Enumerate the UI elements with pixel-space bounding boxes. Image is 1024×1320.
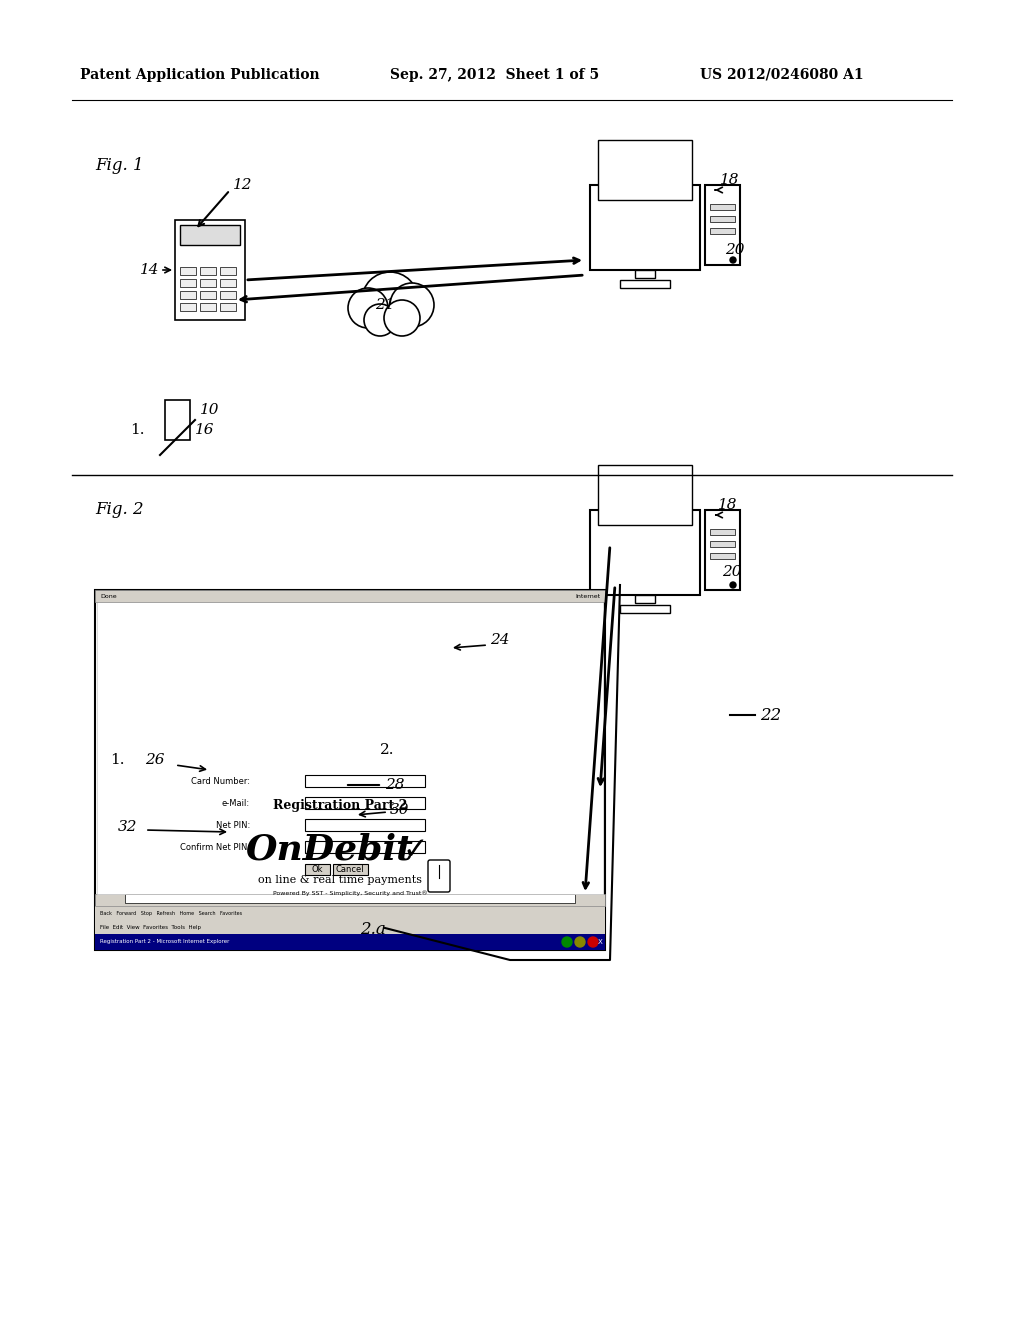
Bar [200, 279, 216, 286]
Text: Card Number:: Card Number: [191, 776, 250, 785]
Bar [635, 595, 655, 603]
Bar [95, 920, 605, 935]
Text: Back   Forward   Stop   Refresh   Home   Search   Favorites: Back Forward Stop Refresh Home Search Fa… [100, 911, 242, 916]
Text: File  Edit  View  Favorites  Tools  Help: File Edit View Favorites Tools Help [100, 924, 201, 929]
Text: Fig. 1: Fig. 1 [95, 157, 143, 173]
Text: 14: 14 [140, 263, 160, 277]
Circle shape [588, 937, 598, 946]
Text: 16: 16 [195, 422, 214, 437]
Text: 18: 18 [720, 173, 739, 187]
Text: 22: 22 [760, 706, 781, 723]
Text: Cancel: Cancel [336, 865, 365, 874]
Text: Internet: Internet [575, 594, 600, 598]
Text: 32: 32 [118, 820, 137, 834]
Text: Confirm Net PIN:: Confirm Net PIN: [180, 842, 250, 851]
Bar [165, 400, 190, 440]
Bar [95, 906, 605, 920]
Bar [620, 280, 670, 288]
Bar [220, 267, 236, 275]
Bar [305, 818, 425, 832]
Bar [95, 894, 605, 906]
Bar [305, 797, 425, 809]
Text: Done: Done [100, 594, 117, 598]
Bar [710, 541, 735, 546]
Bar [590, 185, 700, 271]
Circle shape [730, 257, 736, 263]
Text: Ok: Ok [311, 865, 323, 874]
Text: 20: 20 [725, 243, 744, 257]
Bar [220, 290, 236, 300]
Text: 10: 10 [200, 403, 219, 417]
Text: Registration Part 2 - Microsoft Internet Explorer: Registration Part 2 - Microsoft Internet… [100, 940, 229, 945]
Bar [180, 224, 240, 246]
Bar [180, 267, 196, 275]
Bar [200, 267, 216, 275]
Bar [710, 553, 735, 558]
Circle shape [390, 282, 434, 327]
Text: 30: 30 [390, 803, 410, 817]
Text: e-Mail:: e-Mail: [222, 799, 250, 808]
Text: 26: 26 [145, 752, 165, 767]
Text: Patent Application Publication: Patent Application Publication [80, 69, 319, 82]
Circle shape [364, 304, 396, 337]
Bar [95, 590, 605, 602]
Text: on line & real time payments: on line & real time payments [258, 875, 422, 884]
Bar [180, 304, 196, 312]
Text: OnDebit: OnDebit [246, 833, 414, 867]
Bar [97, 594, 603, 894]
Text: 21: 21 [375, 298, 394, 312]
Bar [125, 894, 575, 903]
Bar [200, 304, 216, 312]
Bar [305, 865, 330, 875]
Circle shape [562, 937, 572, 946]
Bar [180, 290, 196, 300]
Circle shape [730, 582, 736, 587]
Text: ✓: ✓ [402, 836, 428, 865]
Text: Net PIN:: Net PIN: [216, 821, 250, 829]
Circle shape [362, 272, 418, 327]
Text: Fig. 2: Fig. 2 [95, 502, 143, 519]
Text: Registration Part 2: Registration Part 2 [272, 799, 408, 812]
Bar [710, 216, 735, 222]
Text: 18: 18 [718, 498, 737, 512]
Bar [710, 205, 735, 210]
Bar [200, 290, 216, 300]
Bar [710, 228, 735, 234]
Bar [705, 510, 740, 590]
Bar [333, 865, 368, 875]
Bar [220, 279, 236, 286]
Text: 1.: 1. [130, 422, 144, 437]
Circle shape [575, 937, 585, 946]
Text: 24: 24 [490, 634, 510, 647]
Circle shape [384, 300, 420, 337]
Bar [620, 605, 670, 612]
Bar [590, 510, 700, 595]
Text: 28: 28 [385, 777, 404, 792]
Bar [635, 271, 655, 279]
Bar [95, 935, 605, 950]
Bar [705, 185, 740, 265]
Text: Powered By SST - Simplicity, Security and Trust®: Powered By SST - Simplicity, Security an… [272, 890, 427, 896]
Text: X: X [598, 939, 602, 945]
Bar [305, 841, 425, 853]
Bar [220, 304, 236, 312]
Bar [598, 465, 692, 525]
Bar [710, 529, 735, 535]
Bar [175, 220, 245, 319]
Circle shape [348, 288, 388, 327]
Text: 2.: 2. [380, 743, 394, 756]
Bar [598, 140, 692, 201]
Text: 20: 20 [722, 565, 741, 579]
Bar [95, 590, 605, 950]
Bar [180, 279, 196, 286]
Text: Sep. 27, 2012  Sheet 1 of 5: Sep. 27, 2012 Sheet 1 of 5 [390, 69, 599, 82]
Text: 1.: 1. [110, 752, 125, 767]
Text: 12: 12 [233, 178, 253, 191]
Text: US 2012/0246080 A1: US 2012/0246080 A1 [700, 69, 863, 82]
FancyBboxPatch shape [428, 861, 450, 892]
Bar [305, 775, 425, 787]
Text: 2.a: 2.a [360, 921, 386, 939]
